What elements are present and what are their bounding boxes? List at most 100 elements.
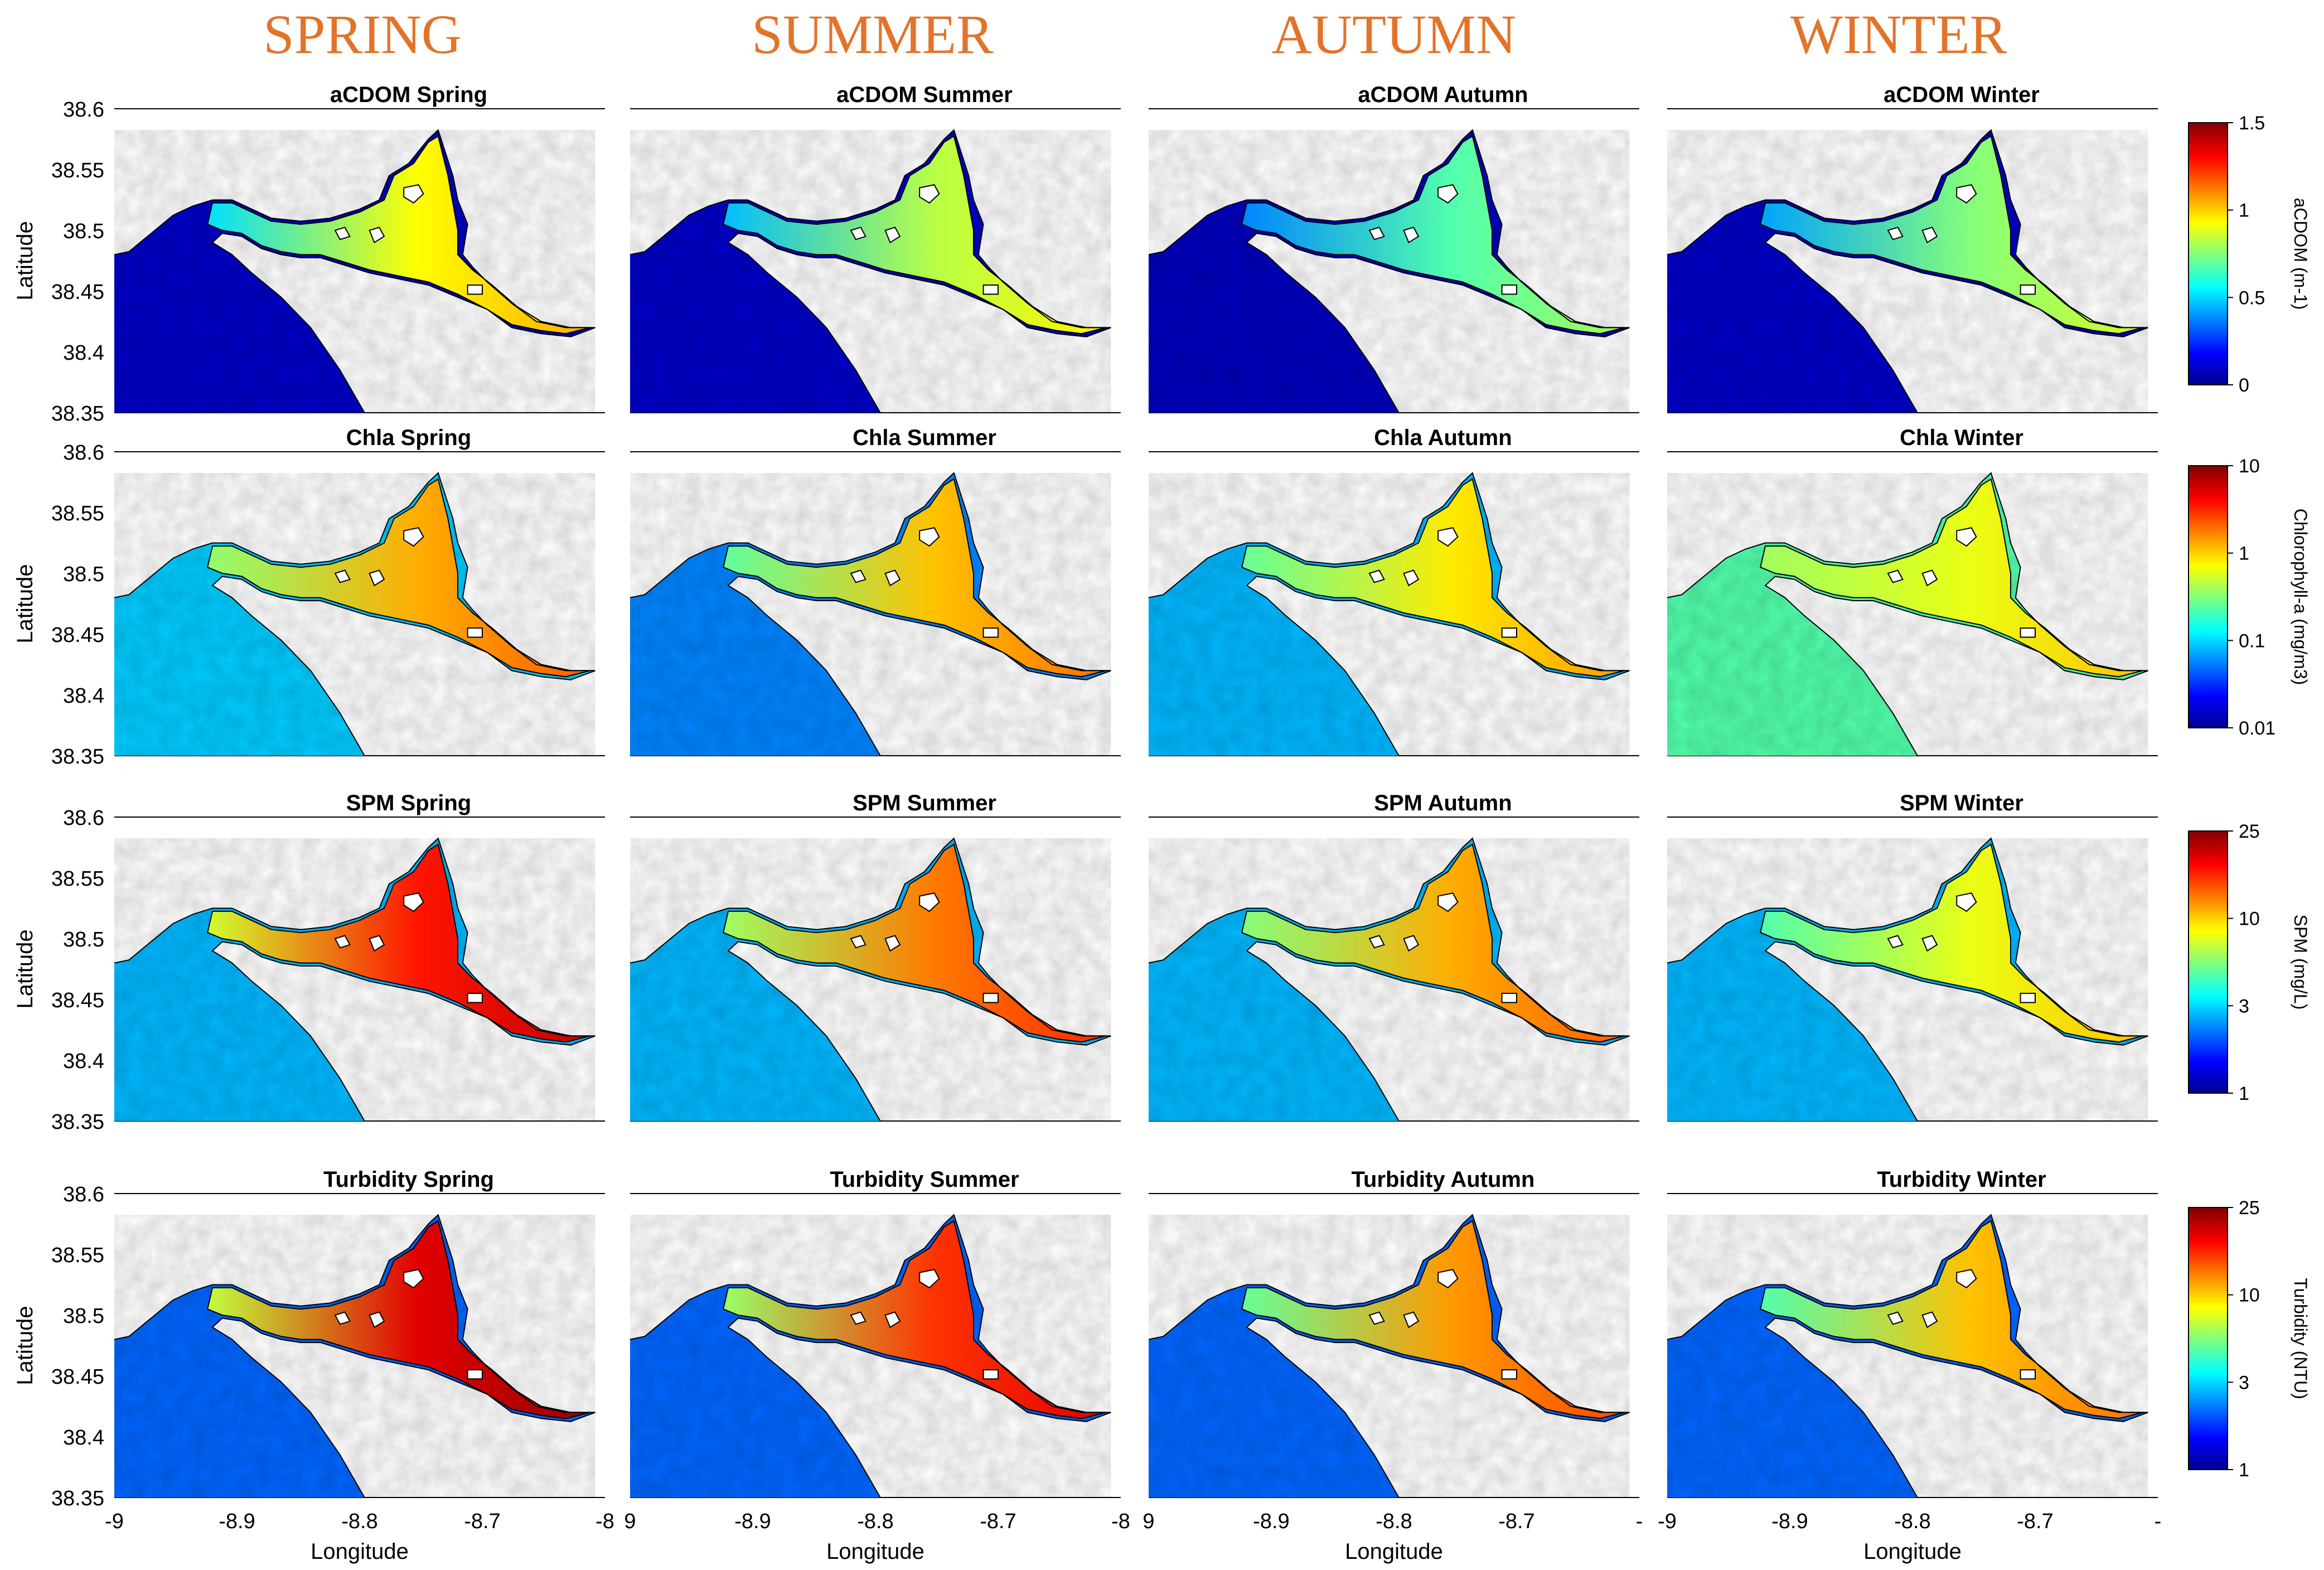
panel-title: Chla Spring bbox=[346, 426, 471, 450]
colorbar-label: SPM (mg/L) bbox=[2291, 915, 2311, 1010]
island-0 bbox=[1437, 527, 1459, 547]
island-2 bbox=[334, 226, 351, 240]
colorbar-tick-label: 1 bbox=[2239, 1083, 2249, 1104]
island-0 bbox=[919, 527, 940, 547]
x-tick-label: -8.7 bbox=[1498, 1510, 1534, 1533]
panel-title: Turbidity Winter bbox=[1877, 1167, 2046, 1192]
colorbar-label: Turbidity (NTU) bbox=[2291, 1278, 2311, 1399]
coastline bbox=[630, 1214, 1111, 1498]
island-3 bbox=[2020, 284, 2036, 295]
estuary-area bbox=[207, 478, 590, 678]
coastline bbox=[1667, 129, 2148, 413]
island-0 bbox=[1437, 184, 1459, 204]
coastline bbox=[1667, 837, 2148, 1122]
panel-title: aCDOM Winter bbox=[1884, 83, 2040, 107]
panel-title: aCDOM Spring bbox=[330, 83, 487, 107]
x-tick-label: 9 bbox=[624, 1510, 636, 1533]
ocean-texture bbox=[114, 838, 595, 1121]
island-1 bbox=[884, 569, 901, 587]
colorbar-tick-label: 0.01 bbox=[2239, 718, 2275, 739]
island-1 bbox=[1403, 935, 1420, 952]
island-2 bbox=[1368, 935, 1385, 949]
x-axis-label: Longitude bbox=[311, 1539, 409, 1564]
island-0 bbox=[1956, 1269, 1977, 1289]
ocean-texture bbox=[1667, 473, 2148, 756]
x-tick-label: -9 bbox=[1658, 1510, 1677, 1533]
island-0 bbox=[919, 184, 940, 204]
y-tick-label: 38.6 bbox=[63, 441, 104, 465]
colorbar-tick-label: 3 bbox=[2239, 996, 2249, 1017]
estuary-area bbox=[1760, 843, 2143, 1043]
ocean-texture bbox=[114, 130, 595, 413]
island-3 bbox=[2020, 627, 2036, 638]
island-2 bbox=[850, 226, 866, 240]
ocean-texture bbox=[114, 1215, 595, 1497]
island-1 bbox=[1403, 569, 1420, 587]
y-tick-label: 38.45 bbox=[51, 281, 104, 304]
estuary-area bbox=[1241, 843, 1625, 1043]
estuary-area bbox=[207, 843, 590, 1043]
x-tick-label: -8.9 bbox=[734, 1510, 771, 1533]
x-tick-label: -8 bbox=[1111, 1510, 1130, 1533]
map-panel-spm-2: SPM Autumn bbox=[1148, 791, 1639, 1122]
island-3 bbox=[982, 1369, 999, 1380]
island-1 bbox=[884, 935, 901, 952]
island-0 bbox=[919, 892, 940, 912]
island-0 bbox=[1956, 184, 1977, 204]
island-3 bbox=[982, 284, 999, 295]
estuary-area bbox=[723, 135, 1106, 335]
island-0 bbox=[1437, 1269, 1459, 1289]
colorbar-label: Chlorophyll-a (mg/m3) bbox=[2291, 509, 2311, 685]
island-1 bbox=[1921, 1311, 1938, 1329]
island-3 bbox=[982, 627, 999, 638]
panel-title: SPM Spring bbox=[346, 791, 471, 815]
y-tick-label: 38.35 bbox=[51, 1487, 104, 1510]
panel-title: SPM Autumn bbox=[1374, 791, 1512, 815]
island-0 bbox=[1956, 892, 1977, 912]
island-2 bbox=[1887, 226, 1904, 240]
island-0 bbox=[403, 184, 424, 204]
map-panel-chla-0: Chla Spring 38.6 38.55 38.5 38.45 38.4 38.35 La… bbox=[13, 426, 605, 769]
x-axis-label: Longitude bbox=[1345, 1539, 1443, 1564]
island-1 bbox=[369, 569, 385, 587]
island-2 bbox=[1368, 1311, 1385, 1325]
x-tick-label: 9 bbox=[1142, 1510, 1154, 1533]
x-tick-label: -8.8 bbox=[341, 1510, 377, 1533]
coastline bbox=[114, 1214, 595, 1498]
island-3 bbox=[467, 284, 483, 295]
panel-title: Turbidity Spring bbox=[323, 1167, 494, 1192]
map-panel-spm-0: SPM Spring 38.6 38.55 38.5 38.45 38.4 38.35 Lat… bbox=[13, 791, 605, 1134]
y-tick-label: 38.5 bbox=[63, 563, 104, 586]
colorbar-tick-label: 25 bbox=[2239, 821, 2260, 842]
coastline bbox=[1148, 129, 1630, 413]
colorbar-turbidity: 25 10 3 1 Turbidity (NTU) bbox=[2188, 1197, 2311, 1481]
estuary-area bbox=[1241, 478, 1625, 678]
x-tick-label: - bbox=[1636, 1510, 1643, 1533]
x-tick-label: -8.9 bbox=[1253, 1510, 1289, 1533]
estuary-area bbox=[207, 135, 590, 335]
island-3 bbox=[1501, 993, 1517, 1003]
map-panel-turbidity-0: Turbidity Spring 38.6 38.55 38.5 38.45 38.4 38… bbox=[13, 1167, 614, 1564]
x-tick-label: -8.7 bbox=[2017, 1510, 2053, 1533]
colorbar-tick-label: 10 bbox=[2239, 909, 2260, 930]
island-0 bbox=[1956, 527, 1977, 547]
panel-title: aCDOM Summer bbox=[836, 83, 1013, 107]
island-3 bbox=[1501, 284, 1517, 295]
colorbar-tick-label: 0 bbox=[2239, 375, 2249, 396]
map-panel-spm-3: SPM Winter bbox=[1667, 791, 2158, 1122]
y-tick-label: 38.45 bbox=[51, 1365, 104, 1389]
coastline bbox=[1148, 837, 1630, 1122]
map-panel-turbidity-1: Turbidity Summer 9 -8.9 -8.8 -8.7 -8 Longitude bbox=[624, 1167, 1130, 1564]
estuary-area bbox=[1760, 478, 2143, 678]
island-0 bbox=[403, 1269, 424, 1289]
x-tick-label: - bbox=[2154, 1510, 2162, 1533]
y-tick-label: 38.4 bbox=[63, 341, 104, 365]
y-tick-label: 38.45 bbox=[51, 989, 104, 1012]
island-2 bbox=[850, 569, 866, 583]
island-0 bbox=[403, 892, 424, 912]
island-2 bbox=[1887, 1311, 1904, 1325]
island-3 bbox=[467, 1369, 483, 1380]
y-tick-label: 38.35 bbox=[51, 1110, 104, 1134]
island-3 bbox=[2020, 993, 2036, 1003]
